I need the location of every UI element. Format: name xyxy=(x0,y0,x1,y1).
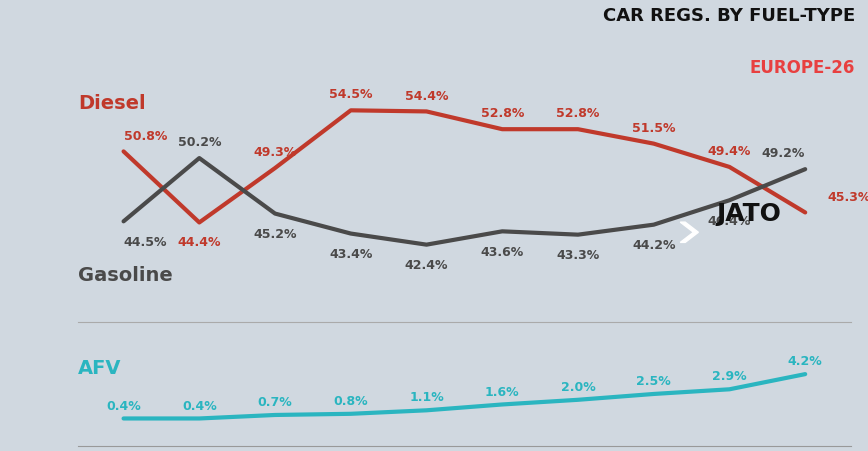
Text: 49.3%: 49.3% xyxy=(253,146,297,159)
Text: 0.8%: 0.8% xyxy=(333,395,368,408)
Text: CAR REGS. BY FUEL-TYPE: CAR REGS. BY FUEL-TYPE xyxy=(602,7,855,25)
Text: 43.3%: 43.3% xyxy=(556,249,600,262)
Text: 50.2%: 50.2% xyxy=(178,136,221,149)
Text: Diesel: Diesel xyxy=(78,93,146,113)
Text: 0.7%: 0.7% xyxy=(258,396,293,409)
Text: 2.0%: 2.0% xyxy=(561,381,595,394)
Text: 45.2%: 45.2% xyxy=(253,228,297,241)
Text: 44.4%: 44.4% xyxy=(178,236,221,249)
Text: 2.5%: 2.5% xyxy=(636,375,671,388)
Text: 4.2%: 4.2% xyxy=(788,355,823,368)
Text: 1.6%: 1.6% xyxy=(485,386,520,399)
Text: AFV: AFV xyxy=(78,359,122,378)
Text: 54.4%: 54.4% xyxy=(404,90,448,102)
Text: 46.4%: 46.4% xyxy=(707,215,751,228)
Text: 44.5%: 44.5% xyxy=(123,236,167,249)
Text: 50.8%: 50.8% xyxy=(123,129,167,143)
Text: 54.5%: 54.5% xyxy=(329,88,372,101)
Text: EUROPE-26: EUROPE-26 xyxy=(750,59,855,77)
Text: 1.1%: 1.1% xyxy=(409,391,444,405)
Text: 43.4%: 43.4% xyxy=(329,248,372,261)
Text: JATO: JATO xyxy=(716,202,781,226)
Text: 43.6%: 43.6% xyxy=(481,246,524,259)
Text: 2.9%: 2.9% xyxy=(712,370,746,383)
Text: 52.8%: 52.8% xyxy=(556,107,600,120)
Text: 44.2%: 44.2% xyxy=(632,239,675,252)
Polygon shape xyxy=(681,222,699,243)
Text: 52.8%: 52.8% xyxy=(481,107,524,120)
Text: 45.3%: 45.3% xyxy=(828,191,868,203)
Text: 42.4%: 42.4% xyxy=(404,259,448,272)
Text: 0.4%: 0.4% xyxy=(106,400,141,413)
Text: 49.4%: 49.4% xyxy=(707,145,751,158)
Text: 49.2%: 49.2% xyxy=(762,147,806,160)
Text: Gasoline: Gasoline xyxy=(78,266,173,285)
Text: 0.4%: 0.4% xyxy=(182,400,217,413)
Text: 51.5%: 51.5% xyxy=(632,122,675,135)
